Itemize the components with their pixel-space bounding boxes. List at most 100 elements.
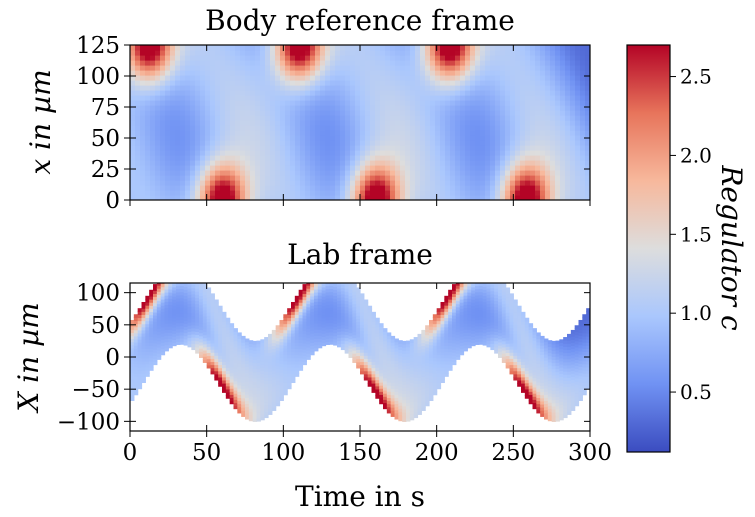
heatmap-cell bbox=[520, 125, 526, 131]
heatmap-cell bbox=[585, 185, 590, 191]
heatmap-cell bbox=[291, 314, 296, 319]
heatmap-cell bbox=[545, 160, 551, 166]
heatmap-cell bbox=[195, 331, 200, 336]
heatmap-cell bbox=[355, 80, 361, 86]
heatmap-cell bbox=[355, 65, 361, 71]
heatmap-cell bbox=[329, 341, 334, 345]
heatmap-cell bbox=[295, 105, 301, 111]
heatmap-cell bbox=[285, 140, 291, 146]
heatmap-cell bbox=[275, 150, 281, 156]
heatmap-cell bbox=[314, 301, 319, 305]
heatmap-cell bbox=[344, 334, 350, 339]
heatmap-cell bbox=[156, 319, 162, 323]
heatmap-cell bbox=[256, 352, 261, 357]
heatmap-cell bbox=[215, 105, 221, 111]
heatmap-cell bbox=[460, 195, 466, 200]
heatmap-cell bbox=[317, 310, 323, 315]
heatmap-cell bbox=[305, 130, 311, 136]
heatmap-cell bbox=[337, 294, 342, 298]
heatmap-cell bbox=[300, 170, 306, 176]
heatmap-cell bbox=[168, 267, 172, 271]
heatmap-cell bbox=[145, 110, 151, 116]
heatmap-cell bbox=[575, 150, 581, 156]
heatmap-cell bbox=[398, 371, 403, 375]
heatmap-cell bbox=[229, 378, 235, 383]
heatmap-cell bbox=[275, 365, 281, 370]
heatmap-cell bbox=[510, 80, 516, 86]
heatmap-cell bbox=[314, 295, 319, 299]
heatmap-cell bbox=[371, 345, 376, 350]
heatmap-cell bbox=[195, 115, 201, 121]
heatmap-cell bbox=[150, 185, 156, 191]
heatmap-cell bbox=[402, 371, 407, 376]
heatmap-cell bbox=[350, 165, 356, 171]
heatmap-cell bbox=[585, 55, 590, 61]
heatmap-cell bbox=[429, 338, 434, 343]
heatmap-cell bbox=[470, 135, 476, 141]
heatmap-cell bbox=[179, 297, 185, 302]
heatmap-cell bbox=[180, 160, 186, 166]
heatmap-cell bbox=[322, 271, 326, 275]
heatmap-cell bbox=[333, 292, 338, 297]
heatmap-cell bbox=[330, 155, 336, 161]
heatmap-cell bbox=[180, 145, 186, 151]
heatmap-cell bbox=[367, 345, 373, 350]
heatmap-cell bbox=[160, 311, 166, 316]
heatmap-cell bbox=[435, 85, 441, 91]
heatmap-cell bbox=[229, 366, 235, 371]
heatmap-cell bbox=[333, 307, 338, 312]
heatmap-cell bbox=[165, 120, 171, 126]
heatmap-cell bbox=[135, 95, 141, 101]
heatmap-cell bbox=[245, 125, 251, 131]
heatmap-cell bbox=[348, 289, 353, 293]
heatmap-cell bbox=[271, 360, 277, 365]
heatmap-cell bbox=[170, 140, 176, 146]
heatmap-cell bbox=[375, 170, 381, 176]
heatmap-cell bbox=[565, 95, 571, 101]
heatmap-cell bbox=[295, 175, 301, 181]
heatmap-cell bbox=[440, 45, 446, 51]
heatmap-cell bbox=[170, 145, 176, 151]
heatmap-cell bbox=[425, 340, 430, 345]
heatmap-cell bbox=[137, 382, 143, 387]
heatmap-cell bbox=[421, 401, 426, 405]
heatmap-cell bbox=[550, 90, 556, 96]
heatmap-cell bbox=[317, 316, 323, 321]
heatmap-cell bbox=[135, 100, 141, 106]
heatmap-cell bbox=[210, 321, 215, 325]
heatmap-cell bbox=[315, 165, 321, 171]
heatmap-cell bbox=[218, 373, 223, 378]
heatmap-cell bbox=[233, 399, 238, 403]
heatmap-cell bbox=[360, 293, 365, 298]
heatmap-cell bbox=[264, 374, 269, 378]
heatmap-cell bbox=[417, 380, 422, 384]
heatmap-cell bbox=[168, 335, 173, 340]
heatmap-cell bbox=[406, 371, 411, 376]
heatmap-cell bbox=[450, 120, 456, 126]
heatmap-cell bbox=[240, 185, 246, 191]
heatmap-cell bbox=[145, 298, 150, 303]
heatmap-cell bbox=[405, 60, 411, 66]
heatmap-cell bbox=[335, 90, 341, 96]
heatmap-cell bbox=[271, 388, 277, 393]
heatmap-cell bbox=[406, 377, 411, 382]
heatmap-cell bbox=[398, 358, 403, 363]
heatmap-cell bbox=[135, 50, 141, 56]
heatmap-cell bbox=[206, 346, 212, 350]
heatmap-cell bbox=[256, 402, 261, 407]
heatmap-cell bbox=[133, 363, 139, 368]
heatmap-cell bbox=[183, 320, 189, 324]
heatmap-cell bbox=[160, 55, 166, 61]
heatmap-cell bbox=[500, 100, 506, 106]
heatmap-cell bbox=[344, 322, 350, 326]
heatmap-cell bbox=[575, 140, 581, 146]
heatmap-cell bbox=[300, 185, 306, 191]
heatmap-cell bbox=[545, 110, 551, 116]
heatmap-cell bbox=[170, 60, 176, 66]
heatmap-cell bbox=[421, 397, 426, 402]
heatmap-cell bbox=[220, 110, 226, 116]
heatmap-cell bbox=[380, 155, 386, 161]
heatmap-cell bbox=[202, 288, 208, 292]
heatmap-cell bbox=[380, 65, 386, 71]
heatmap-cell bbox=[470, 85, 476, 91]
